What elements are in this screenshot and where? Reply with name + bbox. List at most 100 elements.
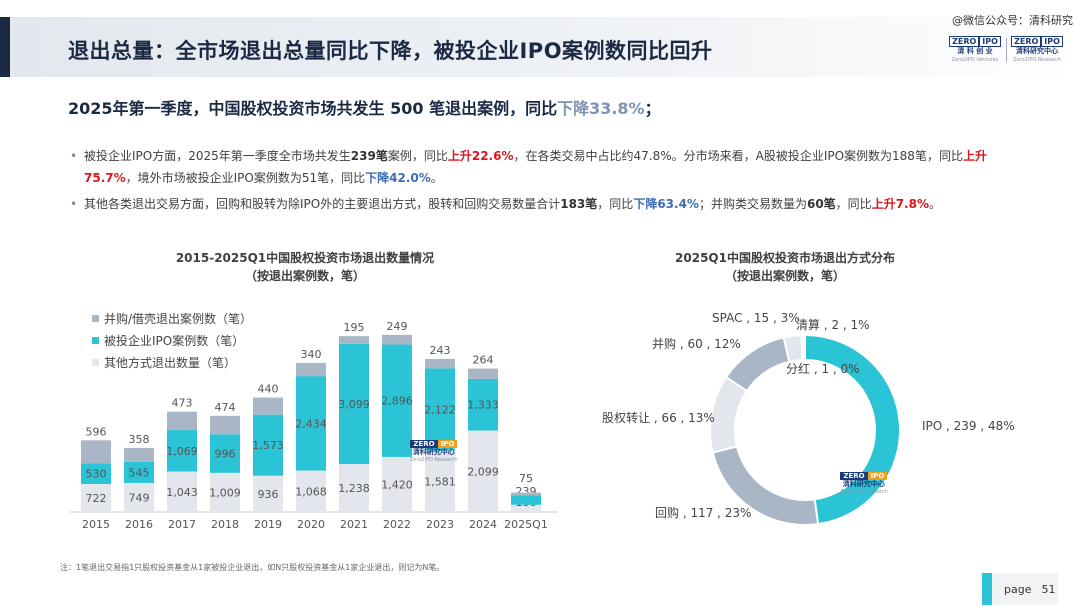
bar-value-label: 1,043	[166, 486, 198, 499]
bar-other-2020	[296, 470, 326, 512]
bar-ipo-2020	[296, 376, 326, 471]
bar-ma-2023	[425, 358, 455, 369]
bar-value-label: 545	[129, 466, 150, 479]
bar-legend: 并购/借壳退出案例数（笔） 被投企业IPO案例数（笔） 其他方式退出数量（笔）	[92, 307, 252, 373]
donut-label-分红: 分红 , 1 , 0%	[786, 361, 860, 376]
bar-ipo-2018	[210, 434, 240, 473]
donut-label-IPO: IPO , 239 , 48%	[922, 419, 1015, 433]
bar-group-2015: 722 530 596 2015	[81, 425, 111, 531]
title-band	[0, 17, 1080, 77]
bar-other-2015	[81, 483, 111, 512]
bar-value-label: 1,069	[166, 445, 198, 458]
bar-value-label: 2,099	[467, 465, 499, 478]
bar-other-2023	[425, 450, 455, 512]
x-tick-label: 2019	[254, 518, 282, 531]
bar-ma-2015	[81, 440, 111, 464]
bar-value-label: 474	[215, 401, 236, 414]
bar-group-2024: 2,099 1,333 264 2024	[467, 354, 499, 531]
bar-value-label: 1,333	[467, 399, 499, 412]
bar-ma-2020	[296, 362, 326, 377]
bar-ipo-2024	[468, 378, 498, 431]
bar-value-label: 3,099	[338, 398, 370, 411]
bar-group-2019: 936 1,573 440 2019	[252, 383, 284, 531]
bar-ma-2022	[382, 334, 412, 345]
bar-value-label: 358	[129, 433, 150, 446]
bar-value-label: 596	[86, 425, 107, 438]
title-accent-bar	[0, 17, 10, 77]
x-tick-label: 2017	[168, 518, 196, 531]
bar-value-label: 264	[473, 354, 494, 367]
bar-other-2025Q1	[511, 504, 541, 512]
page-accent	[982, 573, 992, 605]
zero2ipo-ventures-logo: ZERO IPO 清 科 创 业 Zero2IPO Ventures	[946, 36, 1004, 65]
bar-value-label: 239	[516, 485, 537, 498]
bar-value-label: 2,122	[424, 403, 456, 416]
bar-value-label: 936	[258, 488, 279, 501]
bar-group-2018: 1,009 996 474 2018	[209, 401, 241, 531]
donut-label-SPAC: SPAC , 15 , 3%	[712, 311, 800, 325]
donut-slice-分红	[802, 333, 806, 362]
page-number: 51	[1041, 582, 1056, 596]
x-tick-label: 2016	[125, 518, 153, 531]
page-title: 退出总量：全市场退出总量同比下降，被投企业IPO案例数同比回升	[68, 39, 713, 63]
headline-decline: 下降33.8%	[557, 99, 645, 118]
footnote: 注：1笔退出交易指1只股权投资基金从1家被投企业退出，如N只股权投资基金从1家企…	[60, 563, 445, 572]
stacked-bar-chart: 722 530 596 2015 749 545 358 2016 1,043 1,069 473 2…	[70, 320, 558, 531]
bar-value-label: 1,573	[252, 439, 284, 452]
donut-chart-title: 2025Q1中国股权投资市场退出方式分布 （按退出案例数，笔）	[675, 251, 895, 283]
donut-label-并购: 并购 , 60 , 12%	[652, 336, 741, 351]
bar-value-label: 2,434	[295, 417, 327, 430]
zero2ipo-research-chart-logo: ZERO IPO 清科研究中心 Zero2IPO Research	[410, 440, 458, 463]
x-tick-label: 2021	[340, 518, 368, 531]
zero2ipo-research-donut-logo: ZERO IPO 清科研究中心 Zero2IPO Research	[840, 472, 888, 495]
bar-group-2017: 1,043 1,069 473 2017	[166, 397, 198, 531]
bar-value-label: 340	[301, 348, 322, 361]
bar-value-label: 440	[258, 383, 279, 396]
legend-item-ma: 并购/借壳退出案例数（笔）	[92, 307, 252, 329]
bar-ipo-2015	[81, 463, 111, 484]
x-tick-label: 2025Q1	[504, 518, 548, 531]
bar-other-2021	[339, 463, 369, 512]
bullet-other-exits: 其他各类退出交易方面，回购和股转为除IPO外的主要退出方式，股转和回购交易数量合…	[70, 193, 988, 215]
watermark: @微信公众号：清科研究	[952, 14, 1073, 27]
bar-ma-2018	[210, 415, 240, 435]
bar-group-2020: 1,068 2,434 340 2020	[295, 348, 327, 531]
bar-value-label: 473	[172, 397, 193, 410]
bar-ma-2025Q1	[511, 492, 541, 496]
bar-other-2022	[382, 456, 412, 512]
zero2ipo-research-logo: ZERO IPO 清科研究中心 Zero2IPO Research	[1008, 36, 1066, 65]
bar-ma-2017	[167, 411, 197, 431]
bar-other-2016	[124, 482, 154, 512]
x-tick-label: 2022	[383, 518, 411, 531]
donut-label-股权转让: 股权转让 , 66 , 13%	[602, 410, 715, 425]
bar-ma-2019	[253, 397, 283, 415]
bar-value-label: 195	[344, 321, 365, 334]
bar-group-2025Q1: 186239752025Q1	[504, 472, 548, 531]
legend-swatch	[92, 358, 99, 366]
bar-value-label: 1,068	[295, 485, 327, 498]
bar-ipo-2019	[253, 414, 283, 476]
x-tick-label: 2015	[82, 518, 110, 531]
bar-value-label: 749	[129, 491, 150, 504]
legend-item-ipo: 被投企业IPO案例数（笔）	[92, 329, 252, 351]
legend-item-other: 其他方式退出数量（笔）	[92, 351, 252, 373]
page-indicator: page 51	[982, 573, 1058, 605]
x-tick-label: 2024	[469, 518, 497, 531]
bar-value-label: 996	[215, 448, 236, 461]
bar-ma-2021	[339, 336, 369, 344]
bar-group-2021: 1,238 3,099 195 2021	[338, 321, 370, 531]
bar-value-label: 722	[86, 492, 107, 505]
bar-chart-title: 2015-2025Q1中国股权投资市场退出数量情况 （按退出案例数，笔）	[175, 251, 435, 283]
donut-chart: IPO , 239 , 48% 回购 , 117 , 23% 股权转让 , 66 ,…	[602, 311, 1015, 526]
bar-value-label: 1,581	[424, 475, 456, 488]
bar-value-label: 2,896	[381, 395, 413, 408]
x-tick-label: 2020	[297, 518, 325, 531]
bar-ipo-2023	[425, 368, 455, 451]
bar-ipo-2025Q1	[511, 495, 541, 505]
legend-swatch	[92, 336, 99, 344]
x-tick-label: 2023	[426, 518, 454, 531]
bar-ipo-2016	[124, 461, 154, 483]
bar-other-2024	[468, 430, 498, 512]
bar-other-2019	[253, 475, 283, 512]
x-tick-label: 2018	[211, 518, 239, 531]
